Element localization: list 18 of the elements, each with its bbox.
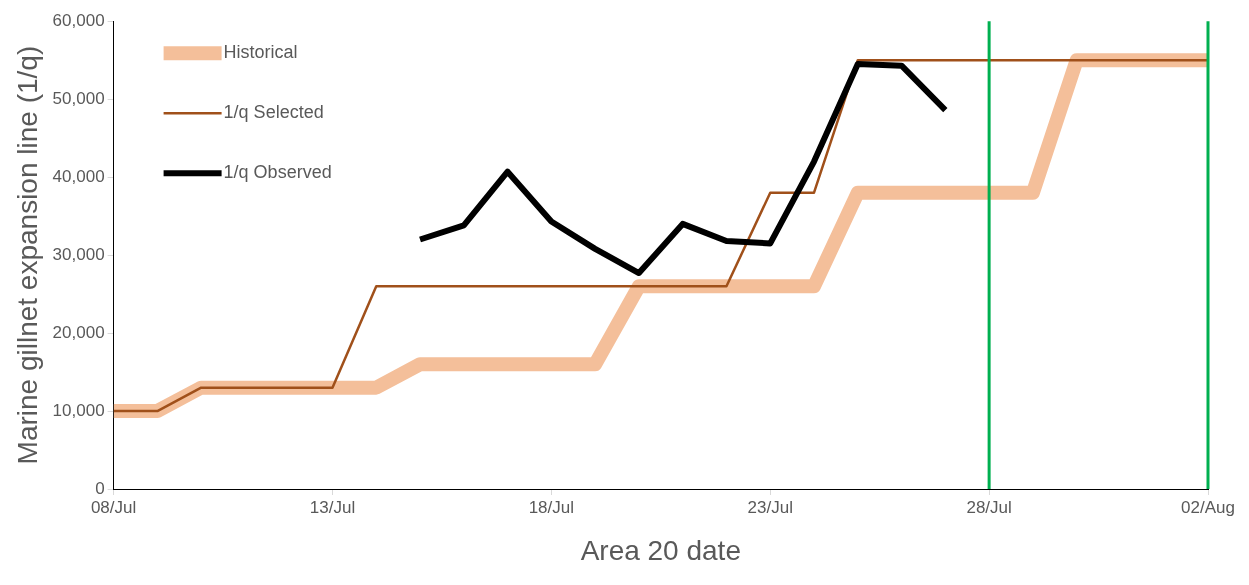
y-axis-title: Marine gillnet expansion line (1/q) bbox=[11, 45, 43, 465]
x-tick-label: 28/Jul bbox=[966, 497, 1012, 517]
x-tick-label: 23/Jul bbox=[747, 497, 793, 517]
y-tick-label: 40,000 bbox=[52, 166, 105, 186]
legend-label: 1/q Selected bbox=[223, 102, 324, 123]
x-axis-title: Area 20 date bbox=[580, 534, 741, 566]
legend-label: 1/q Observed bbox=[223, 162, 332, 183]
y-tick-label: 30,000 bbox=[52, 244, 105, 264]
legend-label: Historical bbox=[223, 42, 298, 63]
y-tick-label: 10,000 bbox=[52, 400, 105, 420]
x-tick-label: 13/Jul bbox=[309, 497, 356, 517]
y-tick-label: 50,000 bbox=[52, 88, 105, 108]
y-tick-label: 20,000 bbox=[52, 322, 105, 342]
x-tick-label: 02/Aug bbox=[1181, 497, 1235, 517]
x-tick-label: 18/Jul bbox=[528, 497, 575, 517]
y-tick-label: 60,000 bbox=[52, 10, 105, 30]
x-tick-label: 08/Jul bbox=[90, 497, 137, 517]
y-tick-label: 0 bbox=[95, 478, 105, 498]
